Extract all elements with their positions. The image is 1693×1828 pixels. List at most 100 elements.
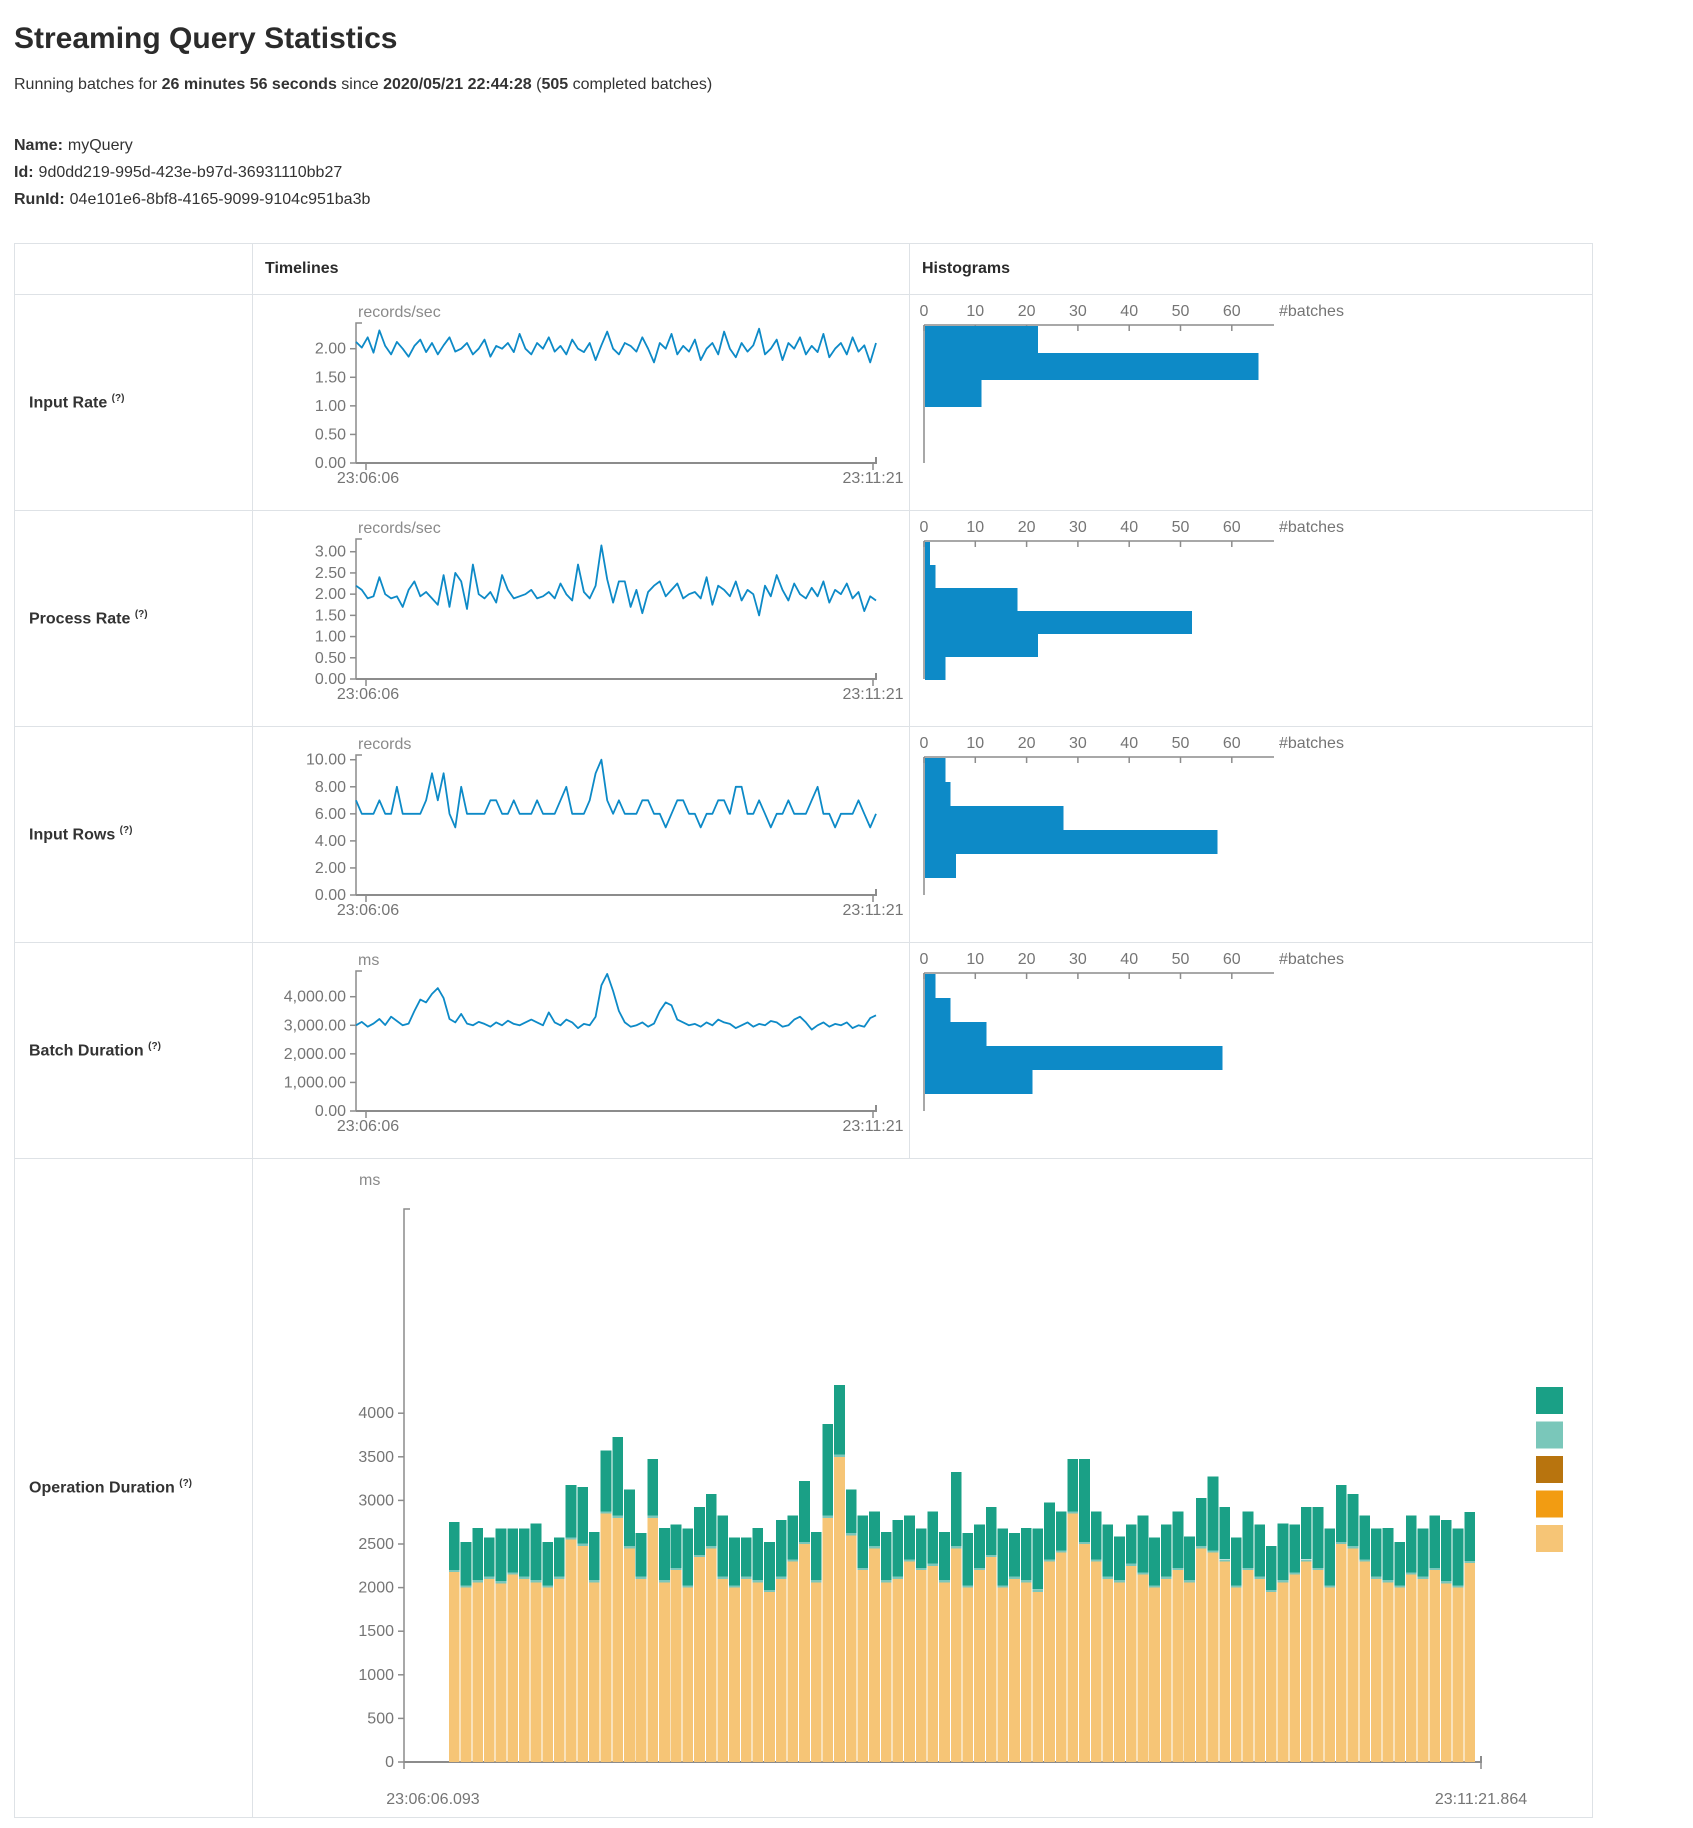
svg-text:20: 20 [1018, 951, 1036, 968]
svg-text:4,000.00: 4,000.00 [284, 989, 346, 1006]
query-runid-value: 04e101e6-8bf8-4165-9099-9104c951ba3b [69, 191, 371, 208]
svg-text:2.00: 2.00 [315, 341, 346, 358]
process-rate-histogram-cell: 0 10 20 30 40 50 60 #batches [909, 510, 1593, 727]
svg-text:23:06:06: 23:06:06 [337, 1118, 399, 1135]
input-rows-timeline-chart: records 10.00 8.00 6.00 4.00 2.00 0.0023:06:06… [306, 736, 904, 919]
svg-text:0.00: 0.00 [315, 1103, 346, 1120]
row-label-input-rows: Input Rows (?) [14, 726, 253, 943]
operation-duration-chart-cell: ms 4000 3500 3000 2500 2000 1500 1000 500 0 23:06:… [252, 1158, 1593, 1818]
svg-text:0.50: 0.50 [315, 426, 346, 443]
header-corner-cell [14, 243, 253, 295]
query-id-label: Id: [14, 164, 34, 181]
batch-duration-timeline-chart: ms4,000.003,000.002,000.001,000.000.0023… [284, 952, 904, 1135]
summary-suffix: completed batches) [568, 76, 713, 93]
svg-text:3.00: 3.00 [315, 544, 346, 561]
svg-text:0: 0 [920, 951, 929, 968]
svg-text:23:11:21: 23:11:21 [842, 470, 903, 487]
svg-text:40: 40 [1120, 735, 1138, 752]
svg-text:ms: ms [358, 952, 379, 969]
svg-text:20: 20 [1018, 303, 1036, 320]
process-rate-help-icon[interactable]: (?) [134, 608, 148, 620]
svg-text:30: 30 [1069, 303, 1087, 320]
statistics-table: Timelines Histograms Input Rate (?) reco… [14, 243, 1593, 1818]
row-label-operation-duration: Operation Duration (?) [14, 1158, 253, 1818]
svg-text:#batches: #batches [1279, 303, 1344, 320]
table-row-input-rate: Input Rate (?) records/sec 2.00 1.50 1.00 0.… [14, 294, 1593, 511]
svg-text:2.50: 2.50 [315, 565, 346, 582]
header-histograms: Histograms [909, 243, 1593, 295]
svg-text:#batches: #batches [1279, 951, 1344, 968]
start-time: 2020/05/21 22:44:28 [383, 76, 532, 93]
input-rows-help-icon[interactable]: (?) [119, 824, 133, 836]
svg-text:0: 0 [920, 519, 929, 536]
svg-text:1.00: 1.00 [315, 398, 346, 415]
svg-text:50: 50 [1172, 951, 1190, 968]
svg-text:1500: 1500 [358, 1623, 394, 1640]
input-rate-help-icon[interactable]: (?) [111, 392, 125, 404]
batch-duration-timeline-cell: ms 4,000.00 3,000.00 2,000.00 1,000.00 0.00 23… [252, 942, 910, 1159]
svg-text:40: 40 [1120, 951, 1138, 968]
query-name-value: myQuery [67, 137, 133, 154]
svg-text:0: 0 [920, 735, 929, 752]
svg-text:40: 40 [1120, 303, 1138, 320]
input-rate-timeline-cell: records/sec 2.00 1.50 1.00 0.50 0.00 23:06:06 2… [252, 294, 910, 511]
svg-text:1.00: 1.00 [315, 629, 346, 646]
svg-text:8.00: 8.00 [315, 779, 346, 796]
svg-text:60: 60 [1223, 735, 1241, 752]
svg-text:0.50: 0.50 [315, 650, 346, 667]
svg-text:ms: ms [359, 1172, 380, 1189]
query-runid-label: RunId: [14, 191, 65, 208]
svg-text:10: 10 [966, 303, 984, 320]
page-title: Streaming Query Statistics [14, 22, 398, 55]
operation-duration-legend-swatch [1536, 1525, 1563, 1552]
svg-text:records/sec: records/sec [358, 304, 441, 321]
svg-text:23:06:06: 23:06:06 [337, 470, 399, 487]
svg-text:20: 20 [1018, 735, 1036, 752]
table-header-row: Timelines Histograms [14, 243, 1593, 295]
svg-text:1000: 1000 [358, 1667, 394, 1684]
svg-text:30: 30 [1069, 519, 1087, 536]
operation-duration-legend-swatch [1536, 1490, 1563, 1518]
svg-text:6.00: 6.00 [315, 806, 346, 823]
svg-text:30: 30 [1069, 735, 1087, 752]
input-rows-histogram-chart: 0 10 20 30 40 50 60 #batches [920, 735, 1344, 895]
table-row-operation-duration: Operation Duration (?) ms 4000 3500 3000 250… [14, 1158, 1593, 1818]
operation-duration-legend-swatch [1536, 1421, 1563, 1449]
svg-text:2500: 2500 [358, 1536, 394, 1553]
input-rows-timeline-cell: records 10.00 8.00 6.00 4.00 2.00 0.00 23:06:06… [252, 726, 910, 943]
svg-text:10.00: 10.00 [306, 752, 346, 769]
operation-duration-legend-swatch [1536, 1456, 1563, 1483]
row-label-input-rate: Input Rate (?) [14, 294, 253, 511]
table-row-batch-duration: Batch Duration (?) ms 4,000.00 3,000.00 2,0… [14, 942, 1593, 1159]
svg-text:23:11:21.864: 23:11:21.864 [1435, 1791, 1527, 1808]
svg-text:0: 0 [385, 1754, 394, 1771]
batch-duration-help-icon[interactable]: (?) [148, 1040, 161, 1052]
query-runid-line: RunId: 04e101e6-8bf8-4165-9099-9104c951ba… [14, 186, 1690, 213]
svg-text:3500: 3500 [358, 1449, 394, 1466]
query-id-value: 9d0dd219-995d-423e-b97d-36931110bb27 [38, 164, 343, 181]
running-batches-summary: Running batches for 26 minutes 56 second… [14, 76, 1690, 94]
svg-text:23:11:21: 23:11:21 [842, 686, 903, 703]
operation-duration-stacked-chart: ms 4000 3500 3000 2500 2000 1500 1000 500 0 23:06:… [358, 1172, 1563, 1808]
svg-text:20: 20 [1018, 519, 1036, 536]
svg-text:4000: 4000 [358, 1405, 394, 1422]
svg-text:50: 50 [1172, 303, 1190, 320]
svg-text:30: 30 [1069, 951, 1087, 968]
input-rate-histogram-cell: 0 10 20 30 40 50 60 #batches [909, 294, 1593, 511]
svg-text:60: 60 [1223, 951, 1241, 968]
row-label-batch-duration: Batch Duration (?) [14, 942, 253, 1159]
svg-text:50: 50 [1172, 735, 1190, 752]
svg-text:1.50: 1.50 [315, 369, 346, 386]
operation-duration-legend-swatch [1536, 1387, 1563, 1414]
svg-text:500: 500 [367, 1710, 394, 1727]
batch-duration-histogram-cell: 0 10 20 30 40 50 60 #batches [909, 942, 1593, 1159]
query-metadata: Name: myQuery Id: 9d0dd219-995d-423e-b97d-… [14, 132, 1690, 213]
operation-duration-help-icon[interactable]: (?) [179, 1478, 193, 1490]
input-rows-histogram-cell: 0 10 20 30 40 50 60 #batches [909, 726, 1593, 943]
svg-text:1,000.00: 1,000.00 [284, 1074, 346, 1091]
svg-text:0: 0 [920, 303, 929, 320]
summary-prefix: Running batches for [14, 76, 162, 93]
svg-text:0.00: 0.00 [315, 887, 346, 904]
query-name-line: Name: myQuery [14, 132, 1690, 159]
